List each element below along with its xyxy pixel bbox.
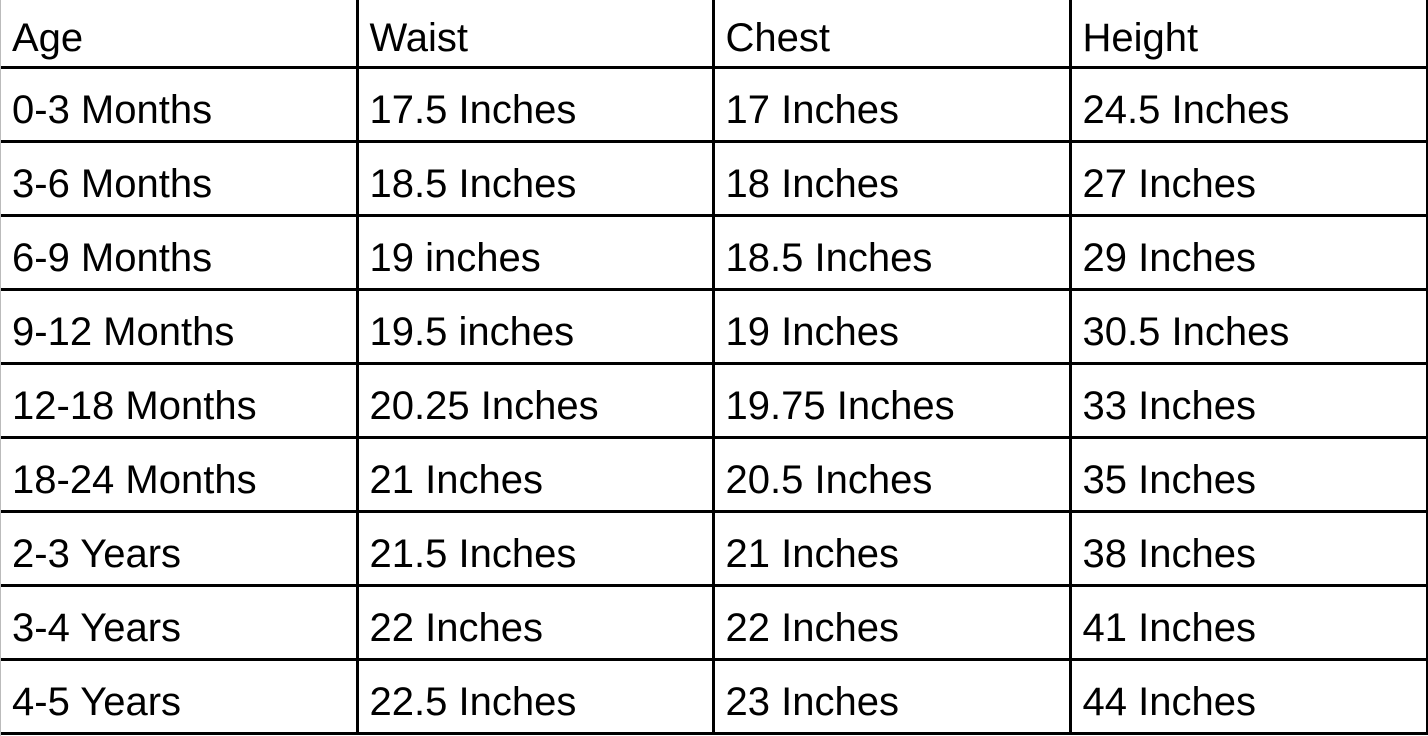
cell-age: 3-4 Years [1,583,359,661]
cell-chest: 17 Inches [711,65,1072,143]
cell-chest: 22 Inches [711,583,1072,661]
header-cell-waist: Waist [355,0,715,69]
table-row: 4-5 Years 22.5 Inches 23 Inches 44 Inches [1,657,1428,735]
table-row: 3-4 Years 22 Inches 22 Inches 41 Inches [1,583,1428,661]
cell-chest: 21 Inches [711,509,1072,587]
table-row: 3-6 Months 18.5 Inches 18 Inches 27 Inches [1,139,1428,217]
cell-waist: 19.5 inches [355,287,715,365]
cell-chest: 19 Inches [711,287,1072,365]
cell-age: 0-3 Months [1,65,359,143]
cell-age: 18-24 Months [1,435,359,513]
cell-age: 3-6 Months [1,139,359,217]
header-cell-height: Height [1068,0,1428,69]
cell-waist: 19 inches [355,213,715,291]
table-row: 0-3 Months 17.5 Inches 17 Inches 24.5 Inche… [1,65,1428,143]
table-row: 9-12 Months 19.5 inches 19 Inches 30.5 Inch… [1,287,1428,365]
cell-age: 6-9 Months [1,213,359,291]
header-row: Age Waist Chest Height [1,0,1428,69]
cell-waist: 20.25 Inches [355,361,715,439]
cell-waist: 18.5 Inches [355,139,715,217]
cell-height: 27 Inches [1068,139,1428,217]
header-cell-age: Age [1,0,359,69]
cell-chest: 23 Inches [711,657,1072,735]
cell-waist: 22.5 Inches [355,657,715,735]
table-row: 18-24 Months 21 Inches 20.5 Inches 35 Inche… [1,435,1428,513]
cell-waist: 22 Inches [355,583,715,661]
table-row: 12-18 Months 20.25 Inches 19.75 Inches 33 I… [1,361,1428,439]
header-cell-chest: Chest [711,0,1072,69]
cell-age: 2-3 Years [1,509,359,587]
cell-age: 9-12 Months [1,287,359,365]
cell-chest: 20.5 Inches [711,435,1072,513]
cell-height: 44 Inches [1068,657,1428,735]
cell-height: 41 Inches [1068,583,1428,661]
cell-waist: 21.5 Inches [355,509,715,587]
cell-chest: 18.5 Inches [711,213,1072,291]
cell-chest: 19.75 Inches [711,361,1072,439]
table-row: 2-3 Years 21.5 Inches 21 Inches 38 Inches [1,509,1428,587]
cell-height: 30.5 Inches [1068,287,1428,365]
cell-age: 12-18 Months [1,361,359,439]
cell-height: 38 Inches [1068,509,1428,587]
cell-height: 24.5 Inches [1068,65,1428,143]
cell-height: 29 Inches [1068,213,1428,291]
cell-waist: 21 Inches [355,435,715,513]
cell-age: 4-5 Years [1,657,359,735]
cell-height: 35 Inches [1068,435,1428,513]
table-row: 6-9 Months 19 inches 18.5 Inches 29 Inches [1,213,1428,291]
cell-height: 33 Inches [1068,361,1428,439]
cell-waist: 17.5 Inches [355,65,715,143]
cell-chest: 18 Inches [711,139,1072,217]
